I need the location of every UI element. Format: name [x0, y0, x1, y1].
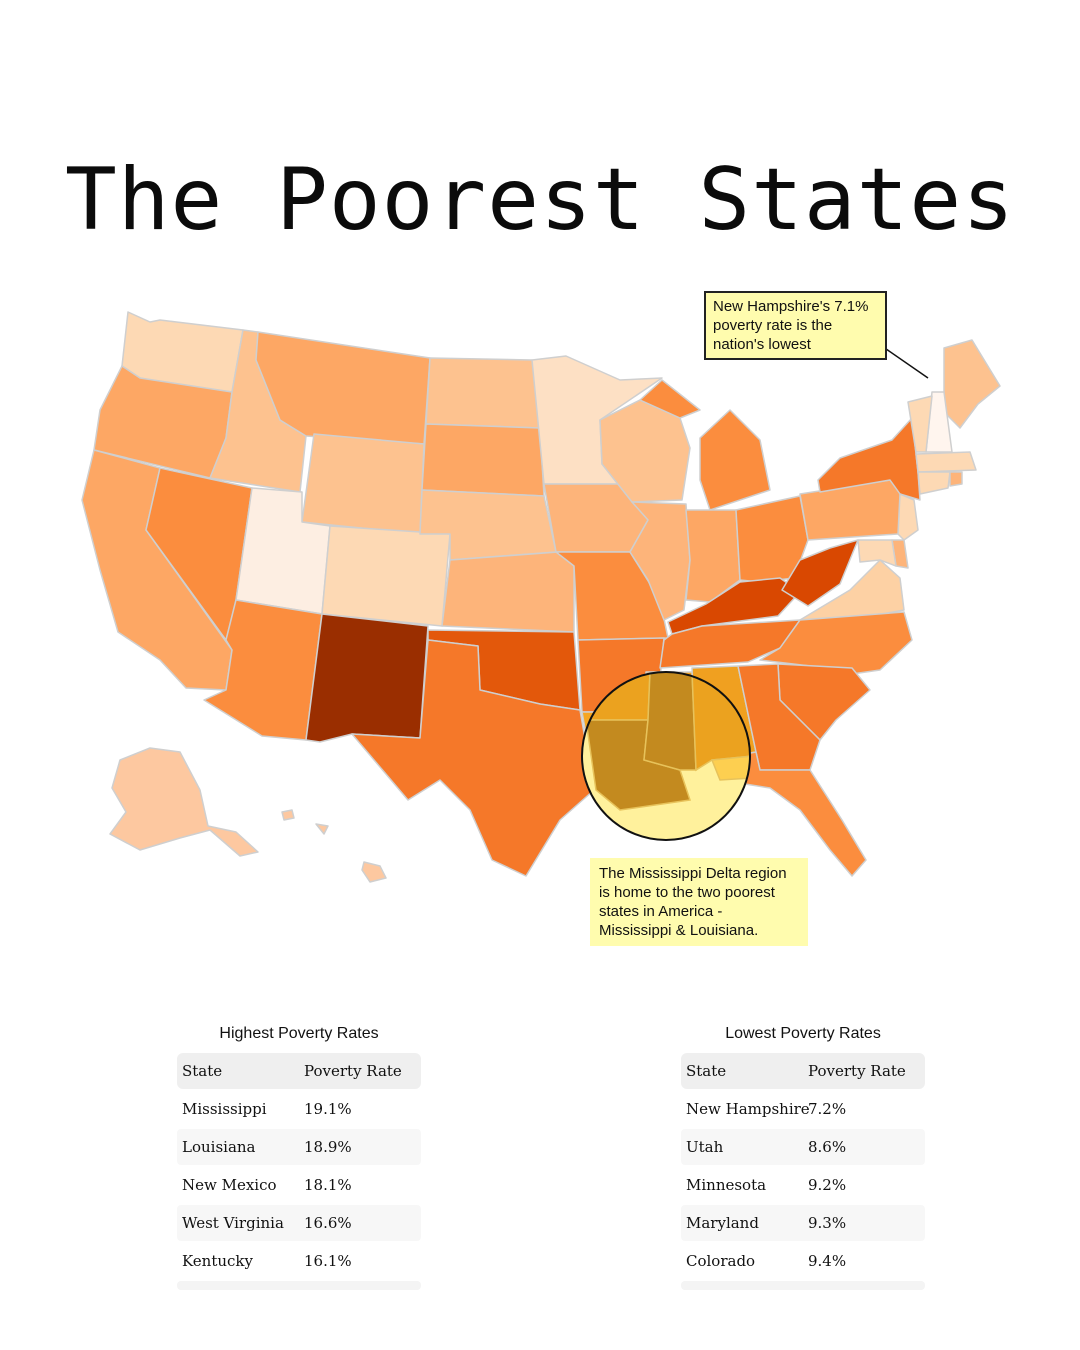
- state-texas: [351, 639, 595, 877]
- state-south-dakota: [421, 423, 545, 497]
- page-title: The Poorest States: [65, 150, 1015, 250]
- table-row-partial: [177, 1281, 421, 1290]
- cell-state: Kentucky: [182, 1252, 253, 1270]
- cell-state: Colorado: [686, 1252, 756, 1270]
- state-florida: [711, 751, 867, 877]
- state-connecticut: [917, 471, 951, 495]
- state-alaska: [109, 747, 259, 857]
- table-row: Kentucky 16.1%: [177, 1243, 421, 1279]
- table-header: State Poverty Rate: [681, 1053, 925, 1089]
- table-caption: Highest Poverty Rates: [219, 1025, 379, 1042]
- table-caption: Lowest Poverty Rates: [725, 1025, 881, 1042]
- cell-state: Minnesota: [686, 1176, 767, 1194]
- table-row-partial: [681, 1281, 925, 1290]
- header-rate: Poverty Rate: [304, 1062, 402, 1080]
- cell-state: New Hampshire: [686, 1100, 810, 1118]
- cell-rate: 7.2%: [808, 1100, 847, 1118]
- table-row: Louisiana 18.9%: [177, 1129, 421, 1165]
- us-poverty-map: [81, 311, 1001, 883]
- cell-state: West Virginia: [182, 1214, 284, 1232]
- cell-rate: 9.2%: [808, 1176, 847, 1194]
- cell-state: Mississippi: [182, 1100, 267, 1118]
- state-pennsylvania: [799, 479, 905, 541]
- cell-rate: 19.1%: [304, 1100, 352, 1118]
- state-west-virginia: [781, 539, 859, 607]
- state-north-carolina: [759, 611, 913, 675]
- table-header: State Poverty Rate: [177, 1053, 421, 1089]
- cell-rate: 8.6%: [808, 1138, 847, 1156]
- callout-new-hampshire: New Hampshire's 7.1% poverty rate is the…: [704, 291, 887, 360]
- table-row: New Hampshire 7.2%: [681, 1091, 925, 1127]
- cell-rate: 16.1%: [304, 1252, 352, 1270]
- state-rhode-island: [949, 471, 963, 487]
- state-hawaii-3: [361, 861, 387, 883]
- cell-rate: 18.1%: [304, 1176, 352, 1194]
- cell-rate: 9.4%: [808, 1252, 847, 1270]
- state-vermont: [907, 395, 933, 453]
- cell-rate: 18.9%: [304, 1138, 352, 1156]
- highest-poverty-table: Highest Poverty Rates State Poverty Rate…: [177, 1025, 421, 1290]
- table-row: Maryland 9.3%: [681, 1205, 925, 1241]
- header-rate: Poverty Rate: [808, 1062, 906, 1080]
- table-row: Utah 8.6%: [681, 1129, 925, 1165]
- delta-highlight: [581, 671, 751, 841]
- state-new-mexico: [305, 613, 429, 743]
- cell-state: Maryland: [686, 1214, 759, 1232]
- state-north-dakota: [425, 357, 541, 429]
- cell-state: Louisiana: [182, 1138, 256, 1156]
- state-michigan: [639, 379, 771, 511]
- state-hawaii-2: [315, 823, 329, 835]
- table-row: Minnesota 9.2%: [681, 1167, 925, 1203]
- lowest-poverty-table: Lowest Poverty Rates State Poverty Rate …: [681, 1025, 925, 1290]
- header-state: State: [182, 1062, 223, 1080]
- cell-state: Utah: [686, 1138, 724, 1156]
- header-state: State: [686, 1062, 727, 1080]
- state-colorado: [321, 525, 451, 627]
- cell-rate: 9.3%: [808, 1214, 847, 1232]
- table-row: Mississippi 19.1%: [177, 1091, 421, 1127]
- state-massachusetts: [915, 451, 977, 473]
- state-wyoming: [301, 433, 425, 535]
- cell-rate: 16.6%: [304, 1214, 352, 1232]
- state-maine: [943, 339, 1001, 429]
- callout-mississippi-delta: The Mississippi Delta region is home to …: [590, 858, 808, 946]
- state-new-jersey: [897, 493, 919, 541]
- state-maryland: [857, 539, 897, 567]
- state-hawaii-1: [281, 809, 295, 821]
- table-row: Colorado 9.4%: [681, 1243, 925, 1279]
- table-row: West Virginia 16.6%: [177, 1205, 421, 1241]
- state-kansas: [441, 551, 575, 633]
- table-row: New Mexico 18.1%: [177, 1167, 421, 1203]
- cell-state: New Mexico: [182, 1176, 277, 1194]
